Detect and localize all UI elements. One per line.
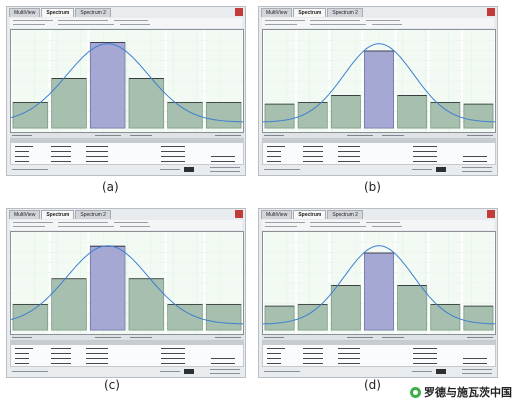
settings-bar [10,220,242,230]
adjacent-channel-bar [397,95,428,129]
channel-power-table [10,138,244,165]
tab-multiview[interactable]: MultiView [9,8,41,17]
watermark-text: 罗德与施瓦茨中国 [424,386,512,399]
spectrum-plot [10,29,244,133]
tab-spectrum[interactable]: Spectrum [293,210,327,219]
tab-spectrum-2[interactable]: Spectrum 2 [327,210,363,219]
tab-spectrum-2[interactable]: Spectrum 2 [327,8,363,17]
channel-power-table [262,340,496,367]
close-icon[interactable] [487,8,495,16]
tx-channel-bar [364,252,394,331]
adjacent-channel-bar [128,278,165,331]
spectrum-plot [262,231,496,335]
settings-bar [262,18,494,28]
status-bar [10,368,244,376]
panel-d: MultiView Spectrum Spectrum 2 [258,208,498,378]
tab-multiview[interactable]: MultiView [261,8,293,17]
tx-channel-bar [89,42,126,129]
panel-c: MultiView Spectrum Spectrum 2 [6,208,246,378]
adjacent-channel-bar [128,78,165,129]
status-bar [262,166,496,174]
spectrum-plot [10,231,244,335]
adjacent-channel-bar [264,103,295,129]
spectrum-plot [262,29,496,133]
adjacent-channel-bar [51,78,87,129]
tab-spectrum-2[interactable]: Spectrum 2 [75,8,111,17]
adjacent-channel-bar [330,285,361,331]
tab-spectrum-2[interactable]: Spectrum 2 [75,210,111,219]
adjacent-channel-bar [51,278,87,331]
tx-channel-bar [364,50,394,129]
settings-bar [262,220,494,230]
spectrum-trace [11,245,243,325]
wechat-icon [410,386,421,398]
adjacent-channel-bar [463,305,494,331]
watermark: 罗德与施瓦茨中国 [410,384,512,400]
panel-a: MultiView Spectrum Spectrum 2 [6,6,246,176]
tab-spectrum[interactable]: Spectrum [41,210,75,219]
channel-power-table [262,138,496,165]
close-icon[interactable] [235,8,243,16]
tab-bar: MultiView Spectrum Spectrum 2 [261,8,363,17]
adjacent-channel-bar [463,103,494,129]
spectrum-trace [263,245,495,325]
adjacent-channel-bar [205,304,242,331]
status-bar [10,166,244,174]
spectrum-trace [11,43,243,123]
tab-multiview[interactable]: MultiView [9,210,41,219]
tab-spectrum[interactable]: Spectrum [293,8,327,17]
adjacent-channel-bar [205,102,242,129]
status-line [262,335,496,340]
tab-bar: MultiView Spectrum Spectrum 2 [9,210,111,219]
adjacent-channel-bar [397,285,428,331]
caption-d: (d) [364,378,381,392]
tx-channel-bar [89,245,126,331]
tab-multiview[interactable]: MultiView [261,210,293,219]
status-line [10,335,244,340]
settings-bar [10,18,242,28]
tab-bar: MultiView Spectrum Spectrum 2 [261,210,363,219]
caption-c: (c) [104,378,120,392]
adjacent-channel-bar [330,95,361,129]
close-icon[interactable] [235,210,243,218]
tab-spectrum[interactable]: Spectrum [41,8,75,17]
status-bar [262,368,496,376]
channel-power-table [10,340,244,367]
status-line [262,133,496,138]
adjacent-channel-bar [264,305,295,331]
caption-b: (b) [364,180,381,194]
status-line [10,133,244,138]
tab-bar: MultiView Spectrum Spectrum 2 [9,8,111,17]
caption-a: (a) [102,180,119,194]
spectrum-trace [263,43,495,123]
panel-b: MultiView Spectrum Spectrum 2 [258,6,498,176]
close-icon[interactable] [487,210,495,218]
